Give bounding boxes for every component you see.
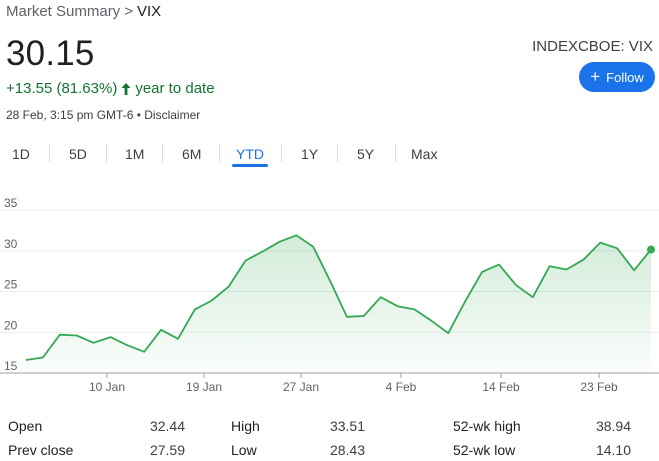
plus-icon: + [590,66,601,86]
follow-label: Follow [606,69,644,85]
exchange-ticker: INDEXCBOE: VIX [532,38,653,55]
tab-ytd[interactable]: YTD [236,146,264,162]
y-tick-label: 15 [4,359,18,373]
last-point-marker [647,245,655,254]
tab-1d[interactable]: 1D [12,146,30,162]
x-tick-label: 27 Jan [283,380,319,394]
stat-label-open: Open [8,418,43,434]
y-tick-label: 30 [4,237,18,251]
arrow-up-icon [121,82,131,95]
x-tick-label: 4 Feb [386,380,417,394]
current-price: 30.15 [6,34,95,73]
tab-5y[interactable]: 5Y [357,146,375,162]
active-tab-indicator [232,164,268,167]
follow-button[interactable]: + Follow [579,62,655,92]
breadcrumb-separator: > [124,3,133,20]
breadcrumb-parent-link[interactable]: Market Summary [6,3,121,20]
tab-max[interactable]: Max [411,146,438,162]
tab-divider [162,144,163,162]
tab-divider [219,144,220,162]
tab-divider [395,144,396,162]
change-value: +13.55 (81.63%) [6,80,118,97]
tab-divider [337,144,338,162]
breadcrumb: Market Summary > VIX [6,3,161,20]
series-line [25,234,652,361]
timestamp-disclaimer[interactable]: 28 Feb, 3:15 pm GMT-6 • Disclaimer [6,108,201,122]
stat-label-52wk-low: 52-wk low [453,442,516,458]
breadcrumb-current: VIX [136,3,162,20]
tab-divider [106,144,107,162]
stat-value-prev-close: 27.59 [149,442,185,458]
stat-value-low: 28.43 [329,442,365,458]
change-period: year to date [135,80,215,97]
stat-label-low: Low [231,442,257,458]
y-tick-label: 25 [4,278,18,292]
x-tick-label: 19 Jan [186,380,222,394]
stat-label-high: High [231,418,260,434]
tab-divider [281,144,282,162]
stat-label-prev-close: Prev close [8,442,74,458]
y-tick-label: 35 [4,196,18,210]
price-chart-svg: 35 30 25 20 15 10 Jan 19 Jan 27 Jan 4 Feb 14 Feb 2… [0,196,659,394]
series-area [26,235,651,373]
tab-divider [49,144,50,162]
stat-label-52wk-high: 52-wk high [453,418,521,434]
stat-value-52wk-high: 38.94 [595,418,631,434]
stat-value-52wk-low: 14.10 [595,442,631,458]
stat-value-high: 33.51 [329,418,365,434]
tab-1m[interactable]: 1M [125,146,145,162]
tab-5d[interactable]: 5D [69,146,87,162]
stat-value-open: 32.44 [149,418,185,434]
price-change: +13.55 (81.63%) year to date [6,80,215,97]
tab-6m[interactable]: 6M [182,146,202,162]
x-tick-label: 10 Jan [89,380,125,394]
x-tick-label: 14 Feb [482,380,520,394]
x-tick-label: 23 Feb [580,380,618,394]
tab-1y[interactable]: 1Y [301,146,319,162]
range-tabs: 1D 5D 1M 6M YTD 1Y 5Y Max [0,142,659,170]
price-chart[interactable]: 35 30 25 20 15 10 Jan 19 Jan 27 Jan 4 Feb 14 Feb 2… [0,196,659,400]
y-tick-label: 20 [4,318,18,332]
